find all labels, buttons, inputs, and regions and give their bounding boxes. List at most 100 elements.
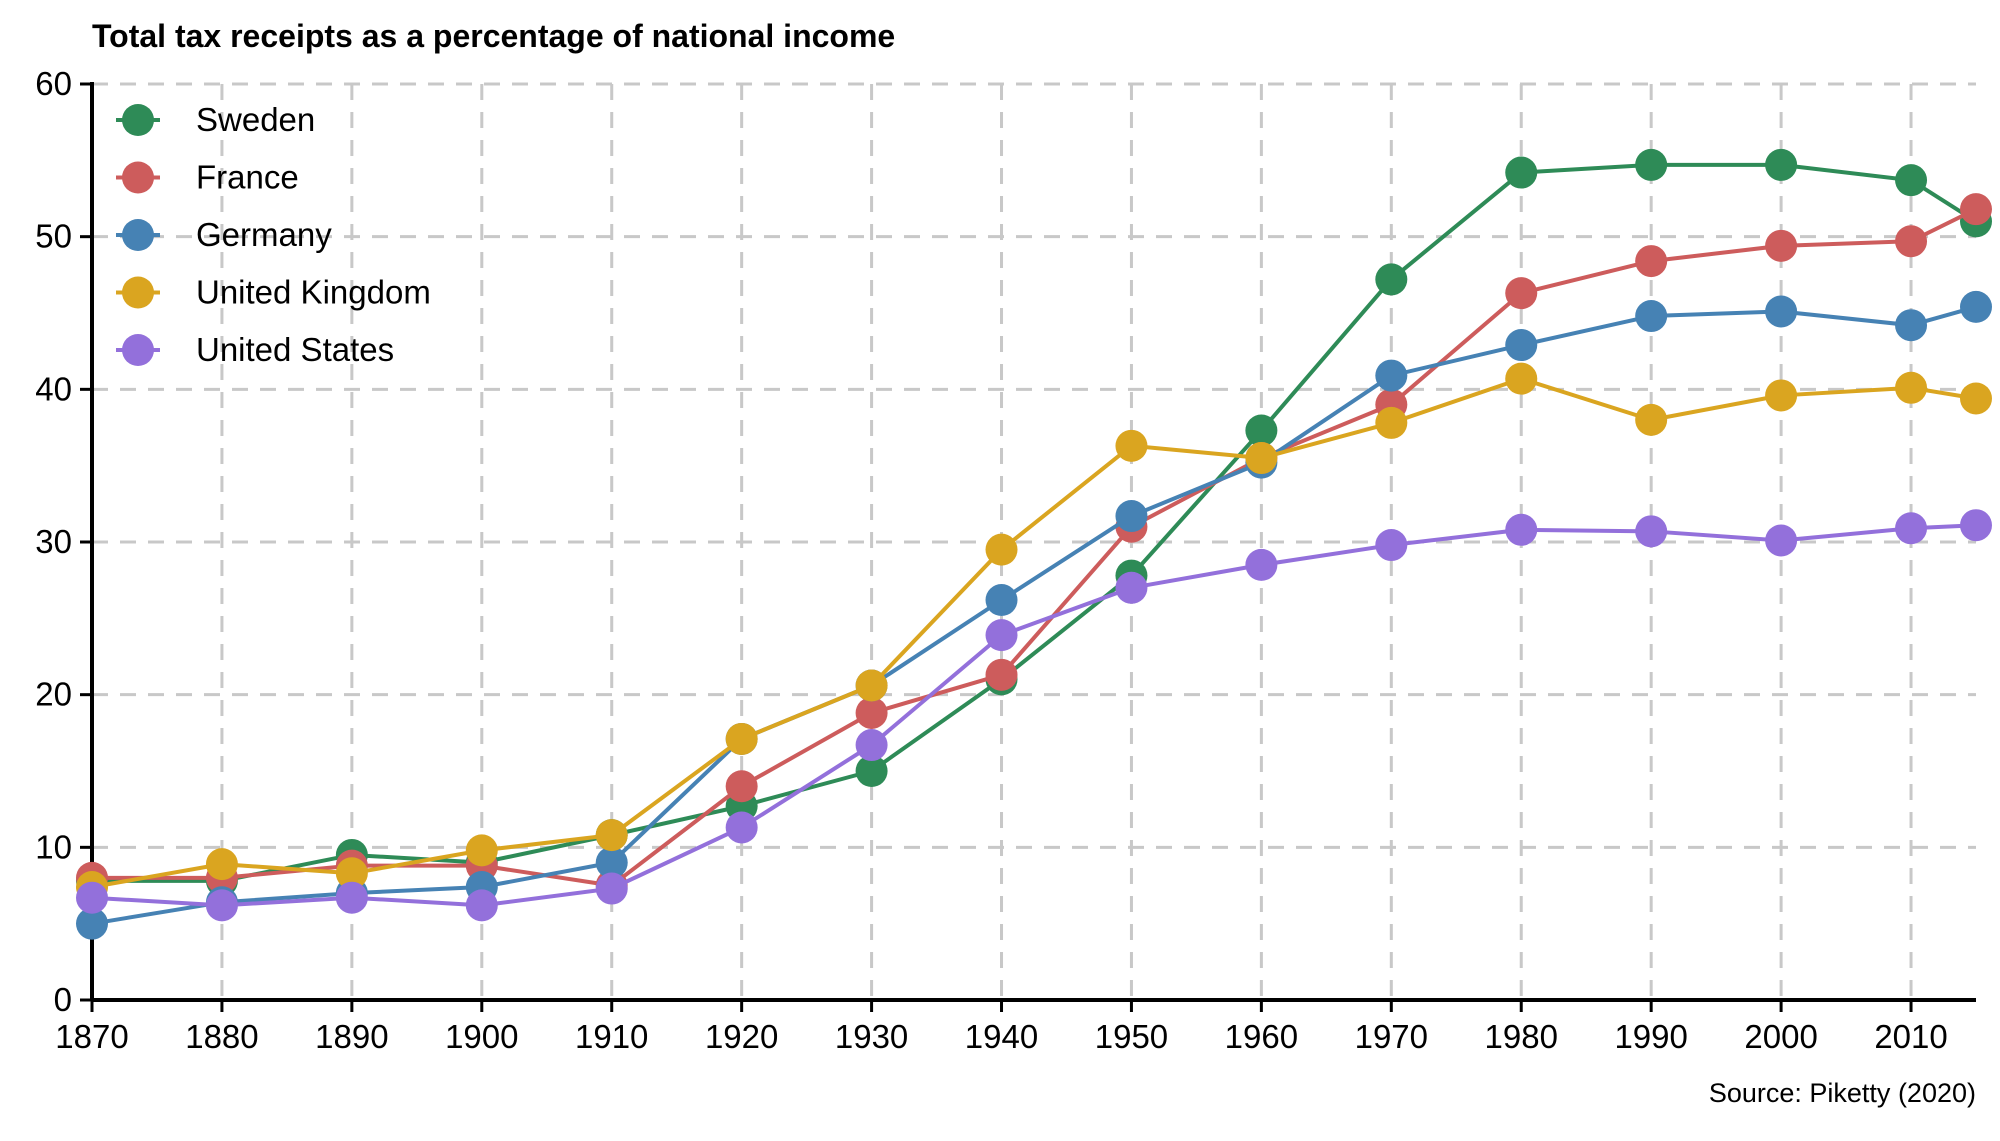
data-point-france [1505,277,1538,310]
data-point-united-kingdom [595,819,628,852]
x-tick-label: 2010 [1874,1018,1947,1055]
data-point-united-kingdom [1115,429,1148,462]
y-tick-label: 50 [35,218,72,255]
data-point-united-kingdom [1960,382,1992,415]
data-point-france [1960,193,1992,226]
data-point-germany [1960,290,1992,323]
legend-label-united-states: United States [196,331,394,368]
legend-item-germany: Germany [116,216,332,253]
data-point-united-states [725,811,758,844]
series-lines [76,148,1992,940]
data-point-sweden [1635,148,1668,181]
legend-label-sweden: Sweden [196,101,315,138]
y-tick-label: 0 [54,981,72,1018]
data-point-united-states [1765,524,1798,557]
series-line-germany [91,304,1977,926]
axes: 0 10 20 30 40 50 60 1870 1880 1890 1900 1910 1920 193… [35,65,1976,1055]
x-tick-label: 1900 [445,1018,518,1055]
data-point-germany [985,584,1018,617]
data-point-united-states [985,619,1018,652]
data-point-united-kingdom [725,722,758,755]
data-point-united-states [1960,509,1992,542]
data-point-united-states [465,889,498,922]
data-point-germany [595,846,628,879]
legend-marker-united-states [122,334,154,366]
data-point-united-kingdom [985,533,1018,566]
data-point-united-kingdom [1245,442,1278,475]
y-tick-label: 40 [35,370,72,407]
legend-marker-germany [122,219,154,251]
series-united-kingdom [76,362,1992,904]
series-line-sweden [92,162,1978,883]
legend-marker-united-kingdom [122,276,154,309]
data-point-germany [1765,295,1798,328]
series-line-united-states [91,523,1977,908]
data-point-sweden [1505,156,1538,189]
data-point-united-kingdom [205,848,238,881]
legend-item-sweden: Sweden [116,101,315,138]
data-point-france [725,770,758,803]
data-point-germany [1635,300,1668,333]
data-point-sweden [1765,148,1798,181]
x-tick-label: 1880 [185,1018,258,1055]
data-point-united-states [205,889,238,922]
y-tick-label: 30 [35,523,72,560]
x-tick-label: 1940 [965,1018,1038,1055]
x-tick-label: 1890 [315,1018,388,1055]
data-point-france [1895,225,1928,258]
data-point-united-states [335,881,368,914]
x-tick-label: 1980 [1485,1018,1558,1055]
data-point-germany [1115,500,1148,533]
data-point-united-kingdom [1635,403,1668,436]
x-tick-label: 1870 [55,1018,128,1055]
x-tick-label: 1990 [1614,1018,1687,1055]
data-point-sweden [855,755,888,787]
data-point-united-kingdom [465,834,498,867]
chart-title: Total tax receipts as a percentage of na… [92,18,896,54]
data-point-united-kingdom [1765,379,1798,412]
series-line-france [92,207,1977,888]
data-point-united-states [1635,515,1668,548]
x-tick-label: 2000 [1744,1018,1817,1055]
data-point-united-kingdom [1375,406,1408,439]
source-note: Source: Piketty (2020) [1708,1078,1976,1108]
x-tick-label: 1960 [1225,1018,1298,1055]
legend-item-united-states: United States [116,331,394,368]
data-point-sweden [1375,263,1408,296]
data-point-france [985,658,1018,691]
x-tick-label: 1970 [1355,1018,1428,1055]
data-point-united-states [595,872,628,905]
data-point-sweden [1895,164,1928,197]
legend-label-germany: Germany [196,216,332,253]
y-tick-label: 10 [35,828,72,865]
legend-label-united-kingdom: United Kingdom [196,274,431,311]
data-point-united-states [1375,529,1408,562]
data-point-france [1635,245,1668,278]
data-point-united-states [855,729,888,762]
data-point-united-states [1895,512,1928,545]
x-tick-label: 1910 [575,1018,648,1055]
legend-label-france: France [196,159,299,196]
legend-item-france: France [116,159,299,196]
data-point-united-kingdom [1505,362,1538,395]
data-point-france [1765,229,1798,262]
data-point-united-states [76,881,108,914]
data-point-united-states [1115,571,1148,604]
data-point-united-kingdom [335,857,368,890]
legend-marker-sweden [122,104,154,136]
x-tick-label: 1920 [705,1018,778,1055]
series-line-united-kingdom [91,376,1977,889]
data-point-germany [1375,359,1408,392]
data-point-germany [76,907,108,940]
data-point-sweden [1245,414,1278,447]
data-point-germany [1505,329,1538,362]
data-point-united-states [1505,513,1538,546]
series-united-states [76,509,1992,922]
y-tick-label: 20 [35,676,72,713]
legend-item-united-kingdom: United Kingdom [116,274,431,311]
legend: Sweden France Germany United Kingdom United … [116,101,431,368]
x-tick-label: 1950 [1095,1018,1168,1055]
series-germany [76,290,1992,940]
data-point-germany [1895,309,1928,342]
data-point-united-kingdom [855,669,888,702]
